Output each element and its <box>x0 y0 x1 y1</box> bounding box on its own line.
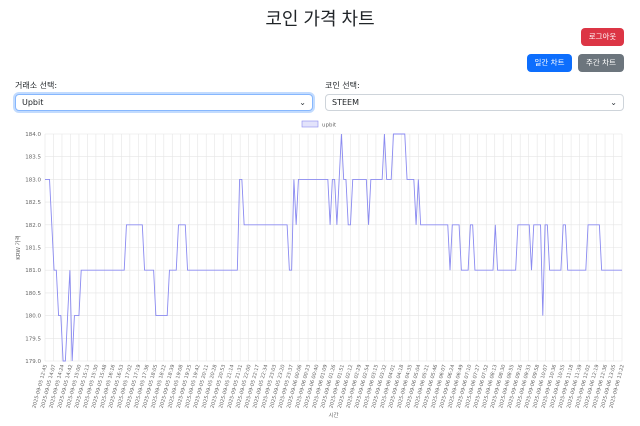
y-tick-label: 184.0 <box>25 132 41 138</box>
chevron-down-icon: ⌄ <box>299 98 306 107</box>
weekly-chart-button[interactable]: 주간 차트 <box>578 54 624 72</box>
coin-select-label: 코인 선택: <box>325 81 360 90</box>
y-tick-label: 180.0 <box>25 314 41 320</box>
daily-chart-button[interactable]: 일간 차트 <box>527 54 572 72</box>
y-tick-label: 179.5 <box>25 336 41 342</box>
legend-swatch <box>301 120 319 128</box>
y-tick-label: 182.0 <box>25 223 41 229</box>
y-tick-label: 180.5 <box>25 291 41 297</box>
chevron-down-icon: ⌄ <box>610 98 617 107</box>
coin-select[interactable]: STEEM ⌄ <box>325 94 624 111</box>
y-axis-title: KRW 가격 <box>14 235 22 260</box>
y-tick-label: 182.5 <box>25 200 41 206</box>
y-tick-label: 181.0 <box>25 268 41 274</box>
price-chart-svg: 179.0 179.5 180.0 180.5 181.0 181.5 182.0 182.5… <box>14 120 626 419</box>
y-tick-label: 183.5 <box>25 155 41 161</box>
price-chart: 179.0 179.5 180.0 180.5 181.0 181.5 182.0 182.5… <box>0 118 640 421</box>
y-tick-label: 181.5 <box>25 246 41 252</box>
x-axis-title: 시간 <box>328 411 338 419</box>
coin-select-value: STEEM <box>332 98 359 107</box>
y-tick-label: 183.0 <box>25 177 41 183</box>
y-tick-label: 179.0 <box>25 359 41 365</box>
page-title: 코인 가격 차트 <box>265 9 375 29</box>
logout-button[interactable]: 로그아웃 <box>581 28 624 46</box>
exchange-select-label: 거래소 선택: <box>15 81 58 90</box>
exchange-select-value: Upbit <box>22 98 44 107</box>
series-line-upbit <box>45 133 622 362</box>
exchange-select[interactable]: Upbit ⌄ <box>15 94 313 111</box>
legend-label: upbit <box>322 123 337 129</box>
